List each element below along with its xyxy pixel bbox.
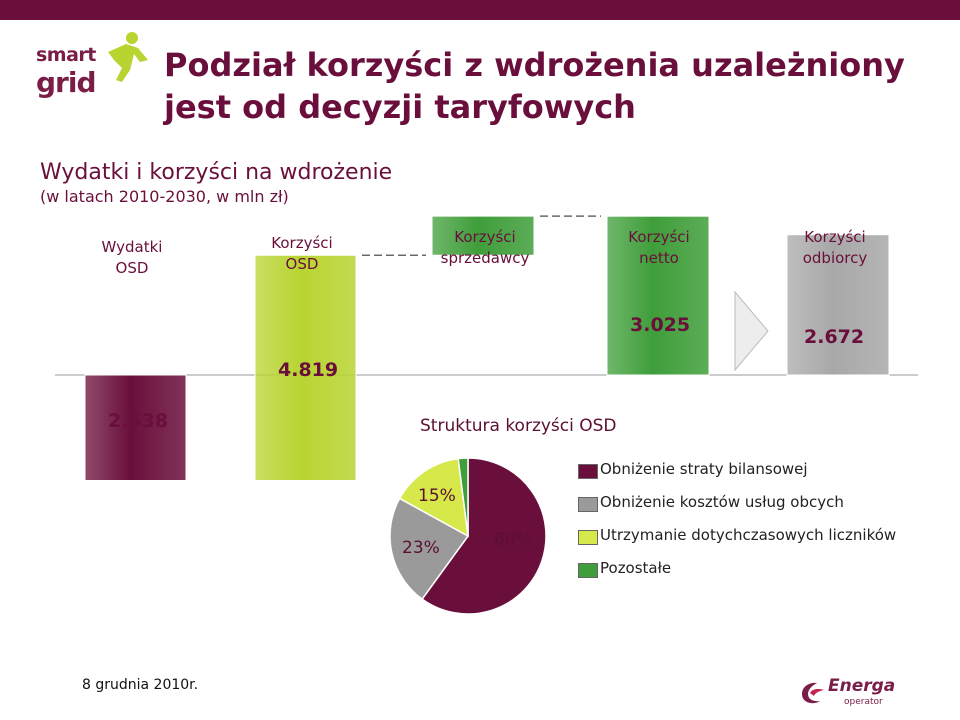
top-bar — [0, 0, 960, 20]
wf-category-label-4: Korzyści odbiorcy — [802, 228, 868, 267]
wf-category-label-3: Korzyści netto — [628, 228, 690, 267]
pie-slice-1 — [389, 497, 470, 601]
pie-value-label-0: 60% — [494, 530, 532, 550]
wf-category-label-1: Korzyści OSD — [271, 234, 333, 273]
wf-bar-4 — [786, 234, 890, 376]
pie-value-label-2: 15% — [418, 486, 456, 506]
logo-word-grid: grid — [36, 66, 96, 99]
pie-slice-0 — [421, 457, 547, 615]
legend-label-1: Obniżenie kosztów usług obcych — [600, 493, 844, 511]
page-title-line-2: jest od decyzji taryfowych — [164, 88, 636, 126]
pie-slice-2 — [398, 457, 469, 538]
pie-slice-3 — [457, 457, 469, 537]
legend-swatch-2 — [578, 530, 598, 545]
wf-value-label-0: 2.538 — [108, 410, 169, 432]
chart-heading-note: (w latach 2010-2030, w mln zł) — [40, 187, 289, 206]
legend-swatch-3 — [578, 563, 598, 578]
wf-category-label-2: Korzyści sprzedawcy — [440, 228, 530, 267]
waterfall-chart — [55, 215, 918, 480]
logo-word-smart: smart — [36, 44, 96, 66]
legend-swatch-1 — [578, 497, 598, 512]
wf-value-label-4: 2.672 — [804, 326, 865, 348]
footer — [0, 660, 960, 720]
energa-swoosh-icon — [802, 682, 824, 704]
smart-grid-logo: smart grid — [32, 30, 150, 110]
legend-swatch-0 — [578, 464, 598, 479]
pie-value-label-1: 23% — [402, 538, 440, 558]
energa-sub: operator — [844, 697, 883, 707]
wf-bar-2 — [431, 215, 535, 256]
footer-date: 8 grudnia 2010r. — [82, 677, 199, 693]
legend-label-2: Utrzymanie dotychczasowych liczników — [600, 526, 897, 544]
energa-name: Energa — [828, 676, 896, 696]
legend-label-0: Obniżenie straty bilansowej — [600, 460, 808, 478]
page-title: Podział korzyści z wdrożenia uzależniony… — [164, 44, 905, 128]
wf-value-label-3: 3.025 — [630, 314, 691, 336]
page-title-line-1: Podział korzyści z wdrożenia uzależniony — [164, 46, 905, 84]
wf-arrow-icon — [734, 290, 769, 372]
chart-heading: Wydatki i korzyści na wdrożenie — [40, 160, 393, 185]
wf-category-label-0: Wydatki OSD — [101, 238, 163, 277]
wf-value-label-1: 4.819 — [278, 359, 339, 381]
legend-label-3: Pozostałe — [600, 559, 672, 577]
smart-grid-figure-icon — [108, 32, 148, 82]
wf-bar-1 — [254, 254, 357, 480]
pie-chart-title: Struktura korzyści OSD — [420, 416, 617, 436]
wf-value-label-2: 745 — [465, 282, 499, 301]
wf-bar-3 — [606, 215, 710, 376]
wf-bar-0 — [84, 374, 187, 480]
energa-logo: Energa operator — [800, 676, 900, 710]
